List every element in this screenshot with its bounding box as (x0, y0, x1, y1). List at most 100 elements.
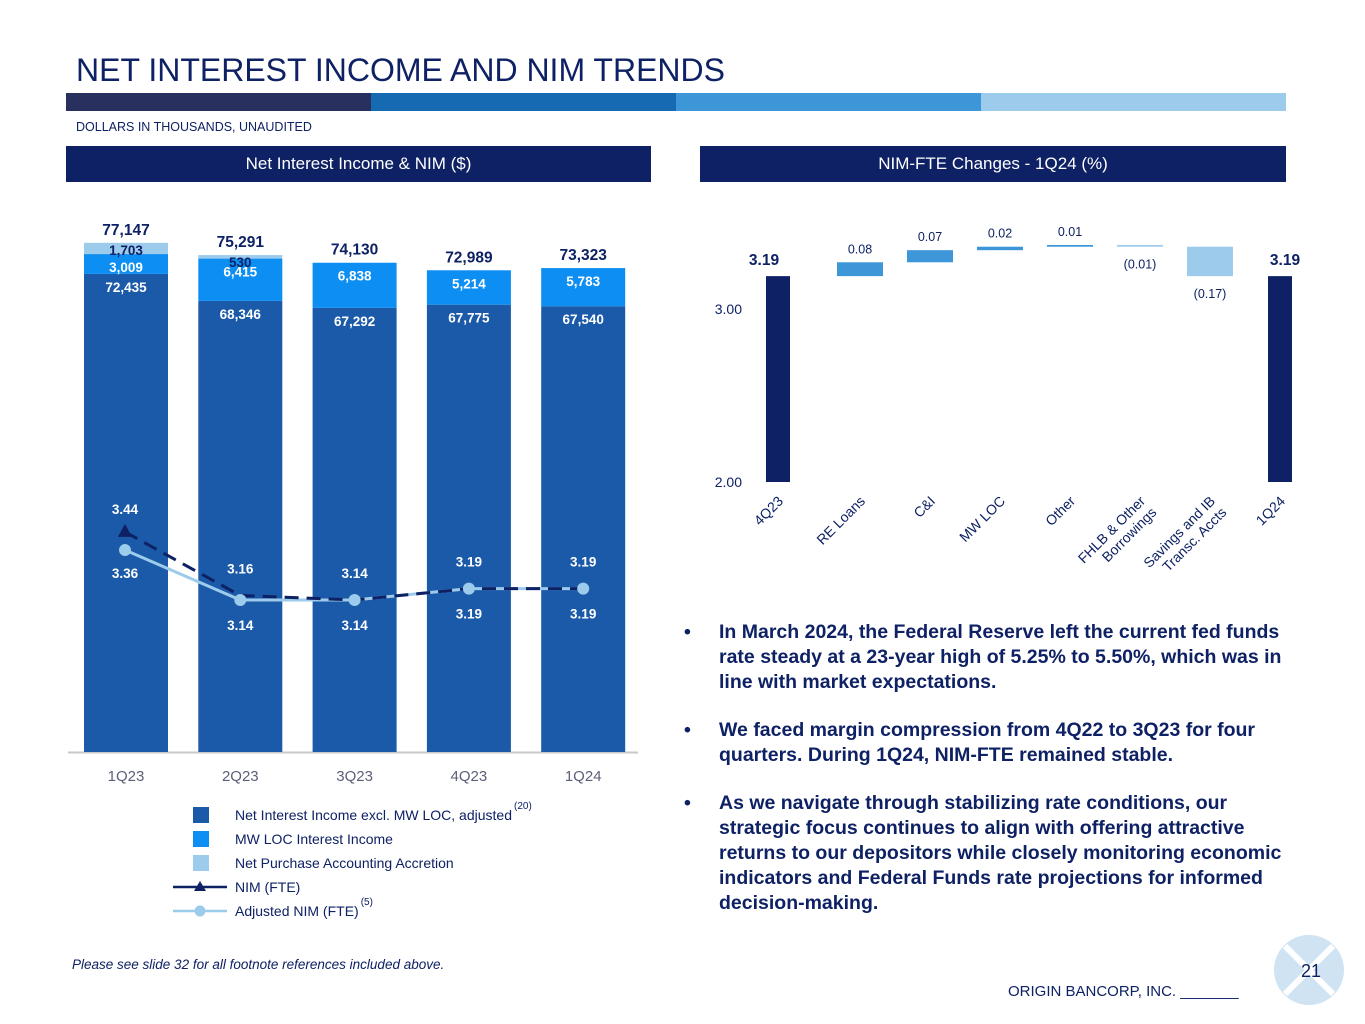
x-tick-label-line: C&I (910, 493, 938, 521)
right-panel-header: NIM-FTE Changes - 1Q24 (%) (700, 146, 1286, 182)
nim-value-label: 3.19 (570, 555, 596, 570)
nim-point (118, 523, 132, 537)
bar-segment-3q23-1 (312, 307, 397, 752)
bar-segment-1q24-2 (541, 268, 626, 307)
waterfall-step-bar (977, 246, 1023, 251)
x-tick-label: 2Q23 (222, 768, 259, 785)
nim-waterfall-chart: 3.00 2.00 3.19 4Q23 0.08 RE Loans 0.07 C&I 0.02 M… (715, 225, 1301, 582)
bullet-dot: • (684, 621, 691, 643)
legend-item-adjusted-nim: Adjusted NIM (FTE) (5) (173, 896, 532, 923)
left-panel-header: Net Interest Income & NIM ($) (66, 146, 651, 182)
x-tick-label-line: MW LOC (956, 493, 1008, 545)
x-tick-label: 1Q24 (1253, 493, 1289, 529)
bar-value-label: 67,775 (448, 311, 490, 326)
adjusted-nim-point (348, 594, 361, 606)
legend-label: Adjusted NIM (FTE) (235, 903, 359, 919)
x-tick-label: Savings and IBTransc. Accts (1140, 493, 1229, 582)
legend-label: MW LOC Interest Income (235, 831, 393, 847)
bar-value-label: 1,703 (109, 243, 143, 258)
page-title: NET INTEREST INCOME AND NIM TRENDS (76, 52, 725, 88)
page-number: 21 (1301, 961, 1321, 981)
adjusted-nim-value-label: 3.14 (227, 618, 254, 633)
bar-total-label: 75,291 (217, 234, 265, 251)
legend-label: NIM (FTE) (235, 879, 301, 895)
adjusted-nim-value-label: 3.19 (570, 607, 596, 622)
bar-segment-4q23-2 (426, 270, 511, 305)
legend-swatch-mid (193, 831, 209, 847)
adjusted-nim-point (462, 582, 475, 595)
bar-value-label: 5,214 (452, 276, 486, 291)
bar-total-label: 73,323 (559, 247, 607, 264)
bar-segment-3q23-2 (312, 262, 397, 308)
bar-value-label: 67,292 (334, 314, 375, 329)
bar-segment-4q23-1 (426, 304, 511, 752)
x-tick-label: 1Q23 (108, 768, 145, 785)
waterfall-step-label: 0.08 (848, 242, 872, 256)
x-tick-label: 3Q23 (336, 768, 373, 785)
adjusted-nim-value-label: 3.36 (112, 566, 139, 581)
footnote: Please see slide 32 for all footnote ref… (72, 957, 445, 972)
x-tick-label-line: 1Q24 (1253, 493, 1289, 529)
bar-value-label: 67,540 (563, 312, 604, 327)
stripe-segment-2 (371, 93, 676, 111)
x-tick-label: MW LOC (956, 493, 1008, 545)
bar-value-label: 5,783 (566, 274, 600, 289)
bullet-text: As we navigate through stabilizing rate … (719, 792, 1282, 914)
legend-triangle-line-icon (173, 881, 227, 891)
waterfall-total-label: 3.19 (1270, 252, 1301, 269)
waterfall-total-label: 3.19 (749, 252, 780, 269)
stripe-segment-1 (66, 93, 371, 111)
x-tick-label: RE Loans (813, 493, 868, 548)
stripe-segment-3 (676, 93, 981, 111)
adjusted-nim-point (234, 594, 247, 606)
y-tick-label: 3.00 (715, 301, 742, 317)
title-stripe (66, 93, 1286, 111)
bullet-item: • We faced margin compression from 4Q22 t… (684, 718, 1294, 768)
legend-label: Net Purchase Accounting Accretion (235, 855, 454, 871)
bar-segment-2q23-2 (198, 258, 283, 301)
adjusted-nim-point (119, 544, 131, 557)
bullet-item: • As we navigate through stabilizing rate… (684, 791, 1294, 916)
waterfall-step-bar (907, 250, 953, 263)
bar-value-label: 6,838 (338, 269, 372, 284)
bar-segment-1q24-1 (541, 306, 626, 752)
waterfall-step-label: 0.02 (988, 227, 1012, 241)
bar-total-label: 77,147 (102, 222, 149, 239)
bullet-dot: • (684, 719, 691, 741)
waterfall-total-bar (1268, 276, 1292, 482)
bar-segment-1q23-2 (84, 254, 168, 274)
bar-value-label: 68,346 (220, 307, 262, 322)
legend-swatch-light (193, 855, 209, 871)
legend-circle-line-icon (173, 905, 227, 917)
company-name: ORIGIN BANCORP, INC. _______ (1008, 983, 1239, 1000)
waterfall-step-label: 0.07 (918, 230, 942, 244)
x-tick-label-line: Other (1042, 493, 1078, 529)
x-tick-label: C&I (910, 493, 938, 521)
legend-footnote-ref: (5) (360, 896, 373, 908)
waterfall-step-bar (1117, 244, 1163, 247)
adjusted-nim-point (577, 582, 590, 595)
bar-value-label: 3,009 (109, 260, 143, 275)
stripe-segment-4 (981, 93, 1286, 111)
legend-item-nim: NIM (FTE) (173, 875, 532, 899)
legend-item-accretion: Net Purchase Accounting Accretion (193, 851, 532, 875)
x-tick-label: 4Q23 (451, 768, 488, 785)
nim-value-label: 3.16 (227, 561, 254, 576)
x-tick-label-line: RE Loans (813, 493, 868, 548)
bar-segment-2q23-3 (198, 255, 283, 259)
net-interest-income-chart: 72,435 3,009 1,703 77,147 1Q23 68,346 6,415530… (68, 222, 638, 785)
nim-value-label: 3.14 (341, 566, 368, 581)
page-number-badge: 21 (1274, 935, 1344, 1005)
subtitle: DOLLARS IN THOUSANDS, UNAUDITED (76, 120, 312, 134)
bar-value-label: 6,415 (223, 265, 257, 280)
bar-segment-1q23-3 (84, 242, 168, 255)
bullet-item: • In March 2024, the Federal Reserve left… (684, 620, 1294, 695)
waterfall-step-label: (0.17) (1194, 287, 1227, 301)
chart-legend: Net Interest Income excl. MW LOC, adjust… (173, 800, 532, 923)
legend-label: Net Interest Income excl. MW LOC, adjust… (235, 807, 512, 823)
legend-item-nii: Net Interest Income excl. MW LOC, adjust… (193, 800, 532, 827)
x-tick-label-line: 4Q23 (751, 493, 787, 529)
bar-value-label: 530 (229, 255, 252, 270)
legend-footnote-ref: (20) (514, 800, 532, 812)
waterfall-step-bar (1047, 244, 1093, 247)
